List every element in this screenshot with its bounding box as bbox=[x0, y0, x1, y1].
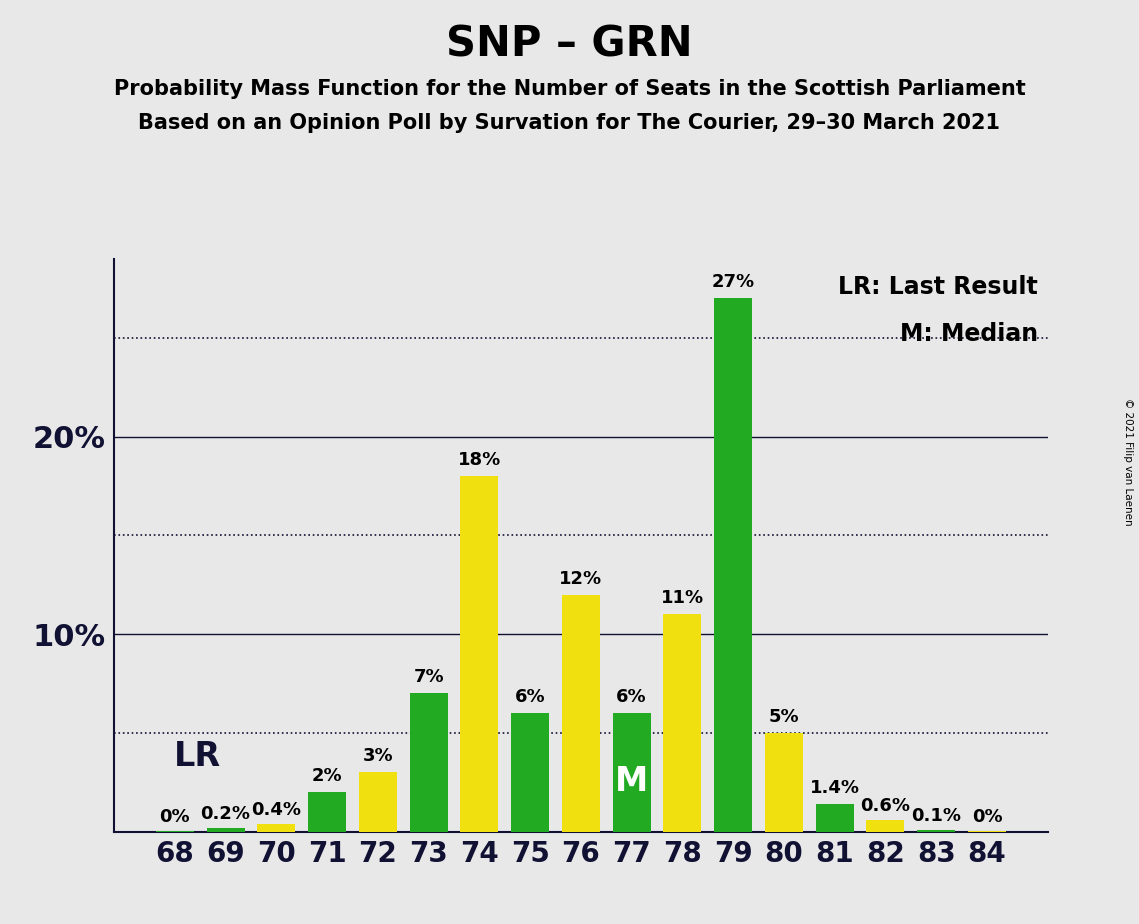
Bar bbox=[663, 614, 702, 832]
Text: 27%: 27% bbox=[712, 274, 755, 291]
Bar bbox=[257, 823, 295, 832]
Text: 2%: 2% bbox=[312, 767, 343, 785]
Text: 18%: 18% bbox=[458, 451, 501, 469]
Text: Probability Mass Function for the Number of Seats in the Scottish Parliament: Probability Mass Function for the Number… bbox=[114, 79, 1025, 99]
Text: © 2021 Filip van Laenen: © 2021 Filip van Laenen bbox=[1123, 398, 1133, 526]
Text: LR: Last Result: LR: Last Result bbox=[838, 274, 1038, 298]
Text: 1.4%: 1.4% bbox=[810, 779, 860, 797]
Bar bbox=[460, 476, 499, 832]
Text: 7%: 7% bbox=[413, 668, 444, 687]
Bar bbox=[714, 298, 752, 832]
Text: 3%: 3% bbox=[362, 748, 393, 765]
Text: 6%: 6% bbox=[515, 688, 546, 706]
Bar bbox=[562, 594, 600, 832]
Bar bbox=[206, 828, 245, 832]
Bar bbox=[359, 772, 396, 832]
Bar bbox=[156, 831, 194, 832]
Text: 0%: 0% bbox=[159, 808, 190, 826]
Text: 0.1%: 0.1% bbox=[911, 807, 961, 825]
Text: 5%: 5% bbox=[769, 708, 800, 726]
Text: M: M bbox=[615, 765, 648, 798]
Bar bbox=[765, 733, 803, 832]
Bar bbox=[410, 693, 448, 832]
Text: Based on an Opinion Poll by Survation for The Courier, 29–30 March 2021: Based on an Opinion Poll by Survation fo… bbox=[139, 113, 1000, 133]
Text: 0.4%: 0.4% bbox=[252, 801, 302, 819]
Text: 0.6%: 0.6% bbox=[860, 796, 910, 815]
Text: LR: LR bbox=[174, 740, 221, 773]
Text: 11%: 11% bbox=[661, 590, 704, 607]
Bar bbox=[308, 792, 346, 832]
Bar bbox=[613, 713, 650, 832]
Bar bbox=[816, 804, 854, 832]
Text: SNP – GRN: SNP – GRN bbox=[446, 23, 693, 65]
Bar bbox=[968, 831, 1006, 832]
Text: 0%: 0% bbox=[972, 808, 1002, 826]
Bar bbox=[867, 820, 904, 832]
Bar bbox=[511, 713, 549, 832]
Bar bbox=[917, 830, 956, 832]
Text: 6%: 6% bbox=[616, 688, 647, 706]
Text: 12%: 12% bbox=[559, 569, 603, 588]
Text: M: Median: M: Median bbox=[900, 322, 1038, 346]
Text: 0.2%: 0.2% bbox=[200, 805, 251, 822]
